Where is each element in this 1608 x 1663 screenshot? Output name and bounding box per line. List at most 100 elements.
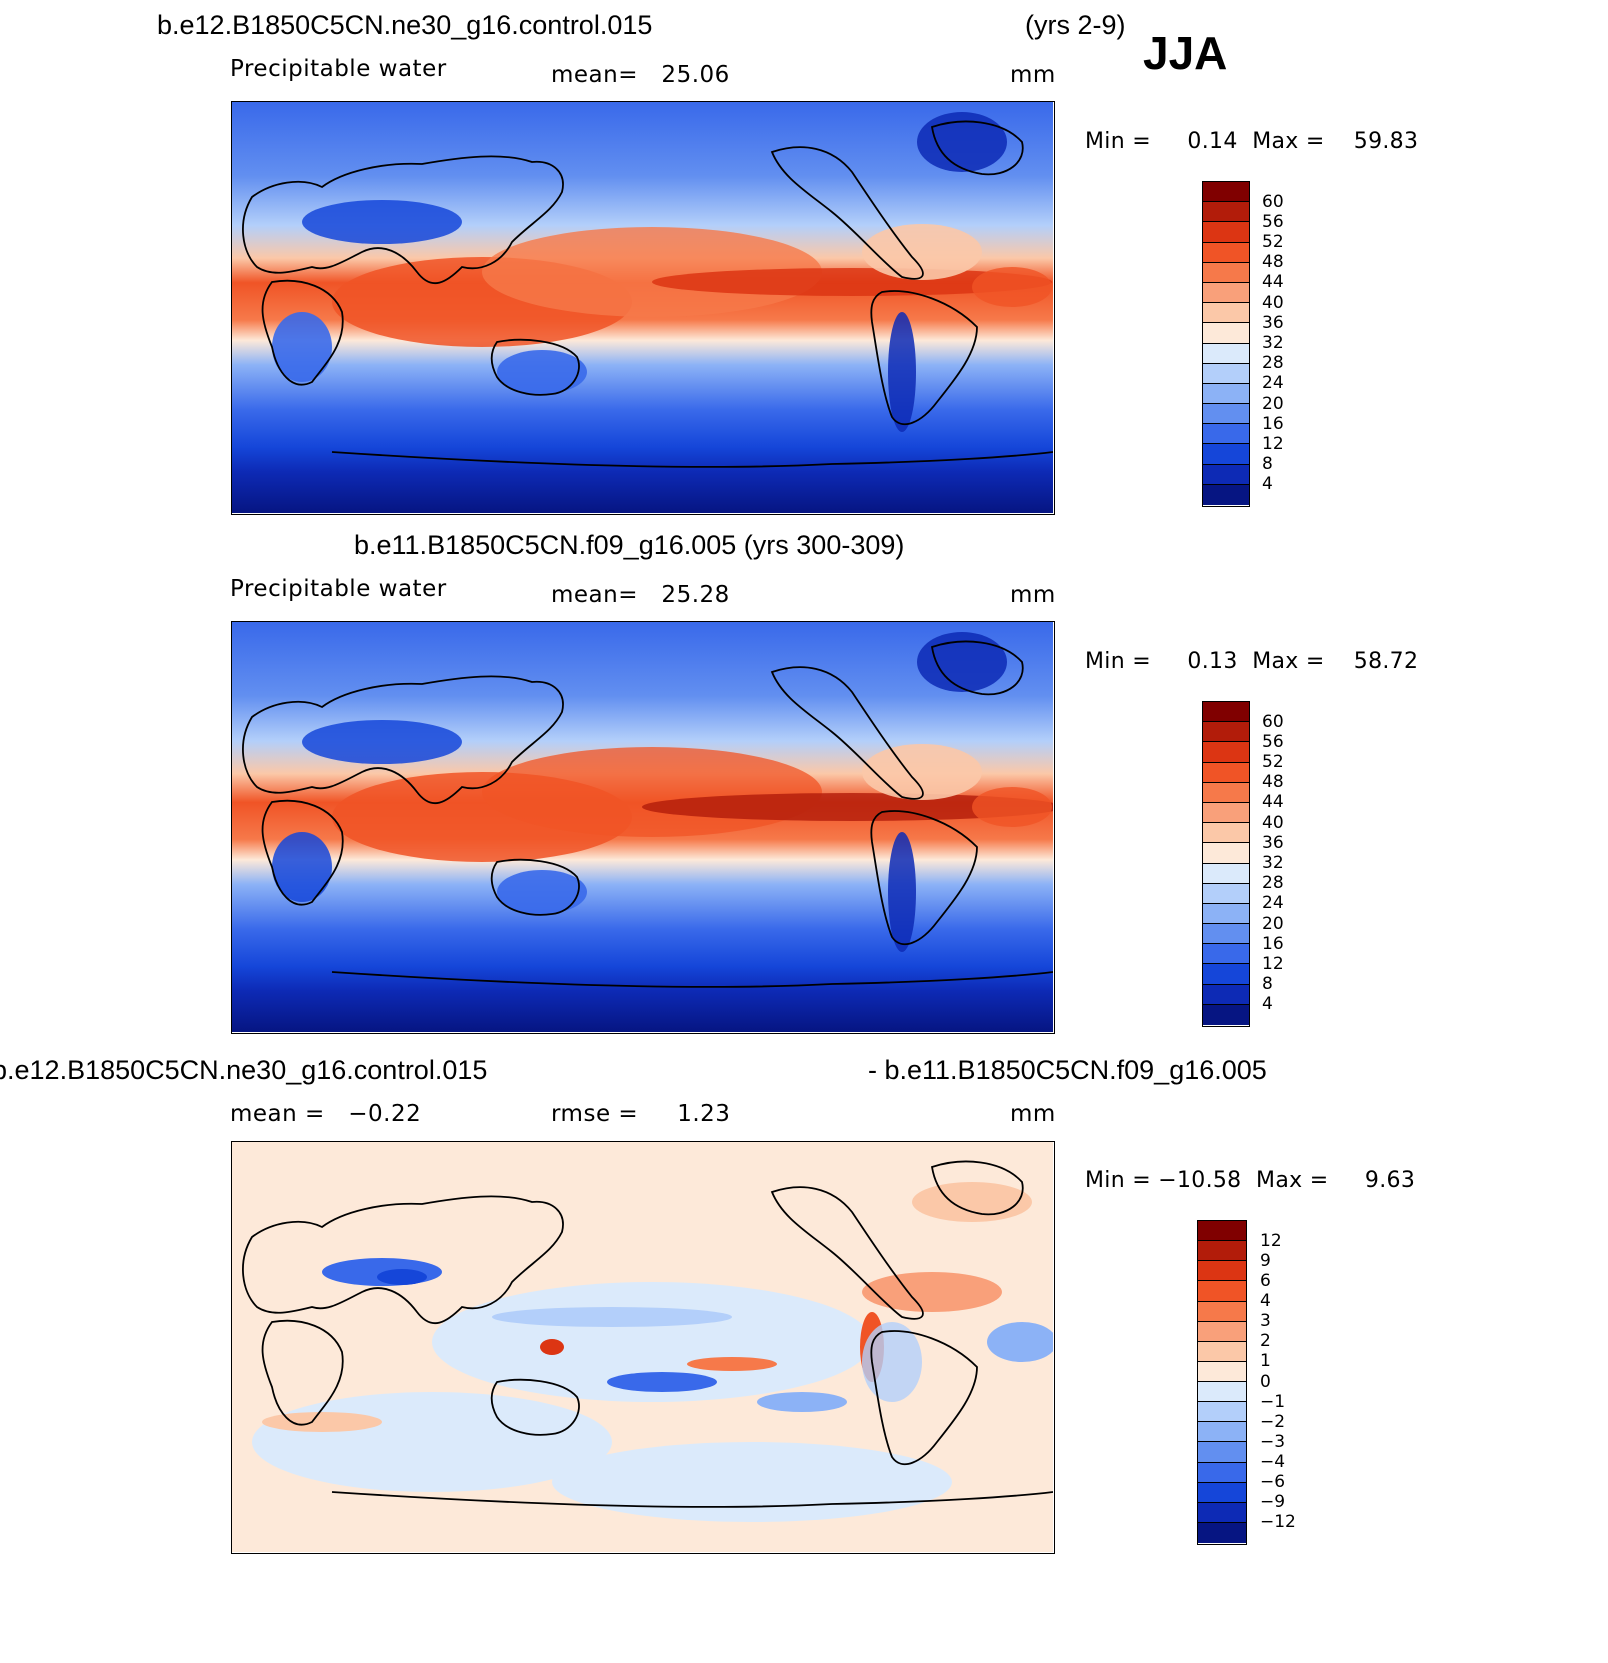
colorbar-tick-label: 16: [1262, 933, 1284, 954]
colorbar-tick-label: −12: [1260, 1512, 1296, 1533]
colorbar-swatch: [1203, 424, 1249, 445]
colorbar-swatch: [1203, 964, 1249, 985]
colorbar-swatch: [1203, 182, 1249, 203]
colorbar-swatch: [1203, 484, 1249, 505]
colorbar-tick-label: 60: [1262, 191, 1284, 212]
colorbar-swatch: [1198, 1301, 1246, 1322]
colorbar-swatch: [1203, 984, 1249, 1005]
colorbar-swatch: [1203, 323, 1249, 344]
panel1-title: b.e12.B1850C5CN.ne30_g16.control.015: [157, 10, 653, 40]
colorbar-tick-label: 40: [1262, 812, 1284, 833]
panel3-map: [231, 1141, 1055, 1554]
colorbar-swatch: [1198, 1482, 1246, 1503]
colorbar-swatch: [1203, 883, 1249, 904]
colorbar-tick-label: −3: [1260, 1431, 1286, 1452]
panel2-mean: mean= 25.28: [551, 582, 730, 608]
colorbar-tick-label: 16: [1262, 413, 1284, 434]
colorbar-swatch: [1203, 383, 1249, 405]
panel1-minmax: Min = 0.14 Max = 59.83: [1085, 129, 1419, 154]
colorbar-swatch: [1203, 363, 1249, 384]
colorbar-tick-label: 52: [1262, 232, 1284, 253]
colorbar-swatch: [1203, 242, 1249, 263]
colorbar-swatch: [1198, 1522, 1246, 1543]
season-label: JJA: [1143, 27, 1228, 79]
colorbar-swatch: [1203, 343, 1249, 364]
colorbar-tick-label: 8: [1262, 454, 1273, 475]
colorbar-tick-label: 9: [1260, 1250, 1271, 1271]
colorbar-tick-label: 40: [1262, 292, 1284, 313]
panel3-title: b.e12.B1850C5CN.ne30_g16.control.015: [0, 1055, 487, 1086]
colorbar-tick-label: 8: [1262, 974, 1273, 995]
colorbar-swatch: [1203, 464, 1249, 485]
colorbar-swatch: [1203, 944, 1249, 965]
colorbar-swatch: [1203, 863, 1249, 884]
colorbar-swatch: [1203, 303, 1249, 324]
colorbar-swatch: [1203, 722, 1249, 743]
panel1-variable: Precipitable water: [230, 56, 447, 82]
colorbar-swatch: [1198, 1422, 1246, 1443]
colorbar-swatch: [1198, 1462, 1246, 1483]
colorbar-swatch: [1203, 262, 1249, 283]
colorbar-tick-label: 12: [1262, 953, 1284, 974]
colorbar-tick-label: 20: [1262, 913, 1284, 934]
colorbar-tick-label: 52: [1262, 752, 1284, 773]
panel2-map: [231, 621, 1055, 1034]
colorbar-swatch: [1203, 742, 1249, 763]
colorbar-tick-label: −2: [1260, 1411, 1286, 1432]
colorbar-swatch: [1203, 843, 1249, 864]
panel1-years: (yrs 2-9): [1025, 10, 1126, 40]
panel3-colorbar: [1197, 1220, 1247, 1545]
colorbar-tick-label: 36: [1262, 312, 1284, 333]
panel3-title-text: b.e12.B1850C5CN.ne30_g16.control.015: [0, 1055, 488, 1085]
colorbar-tick-label: 28: [1262, 873, 1284, 894]
colorbar-swatch: [1203, 924, 1249, 945]
colorbar-tick-label: 56: [1262, 211, 1284, 232]
colorbar-swatch: [1203, 444, 1249, 465]
panel3-minmax: Min = −10.58 Max = 9.63: [1085, 1168, 1416, 1193]
panel1-mean: mean= 25.06: [551, 62, 730, 88]
colorbar-swatch: [1198, 1502, 1246, 1523]
colorbar-tick-label: 6: [1260, 1270, 1271, 1291]
panel3-title-right: - b.e11.B1850C5CN.f09_g16.005: [868, 1055, 1267, 1085]
colorbar-tick-label: 56: [1262, 731, 1284, 752]
colorbar-swatch: [1203, 222, 1249, 243]
colorbar-swatch: [1198, 1221, 1246, 1242]
panel2-colorbar: [1202, 701, 1250, 1027]
panel3-units: mm: [1010, 1101, 1056, 1127]
panel1-colorbar: [1202, 181, 1250, 507]
colorbar-tick-label: 4: [1262, 474, 1273, 495]
colorbar-tick-label: −1: [1260, 1391, 1286, 1412]
colorbar-swatch: [1203, 702, 1249, 723]
colorbar-tick-label: 32: [1262, 333, 1284, 353]
colorbar-swatch: [1203, 202, 1249, 223]
colorbar-swatch: [1203, 782, 1249, 803]
colorbar-swatch: [1198, 1341, 1246, 1362]
panel3-mean: mean = −0.22: [230, 1101, 422, 1127]
colorbar-tick-label: 28: [1262, 353, 1284, 374]
colorbar-swatch: [1198, 1261, 1246, 1282]
panel2-variable: Precipitable water: [230, 576, 447, 602]
colorbar-tick-label: 1: [1260, 1351, 1271, 1372]
colorbar-tick-label: 12: [1262, 433, 1284, 454]
colorbar-tick-label: −4: [1260, 1452, 1286, 1472]
colorbar-tick-label: −9: [1260, 1492, 1286, 1513]
colorbar-swatch: [1203, 823, 1249, 844]
panel1-units: mm: [1010, 62, 1056, 88]
colorbar-tick-label: 4: [1262, 994, 1273, 1015]
colorbar-tick-label: 0: [1260, 1371, 1271, 1392]
colorbar-tick-label: 24: [1262, 893, 1284, 914]
colorbar-tick-label: 2: [1260, 1331, 1271, 1352]
colorbar-tick-label: 32: [1262, 853, 1284, 873]
panel3-rmse: rmse = 1.23: [551, 1101, 731, 1127]
panel2-units: mm: [1010, 582, 1056, 608]
colorbar-tick-label: 48: [1262, 772, 1284, 793]
colorbar-swatch: [1203, 282, 1249, 304]
colorbar-tick-label: 44: [1262, 792, 1284, 813]
colorbar-tick-label: 36: [1262, 832, 1284, 853]
colorbar-tick-label: 60: [1262, 711, 1284, 732]
colorbar-swatch: [1203, 1004, 1249, 1025]
colorbar-tick-label: 20: [1262, 393, 1284, 414]
panel2-title: b.e11.B1850C5CN.f09_g16.005 (yrs 300-309…: [354, 530, 905, 560]
colorbar-tick-label: 48: [1262, 252, 1284, 273]
colorbar-tick-label: 3: [1260, 1311, 1271, 1332]
